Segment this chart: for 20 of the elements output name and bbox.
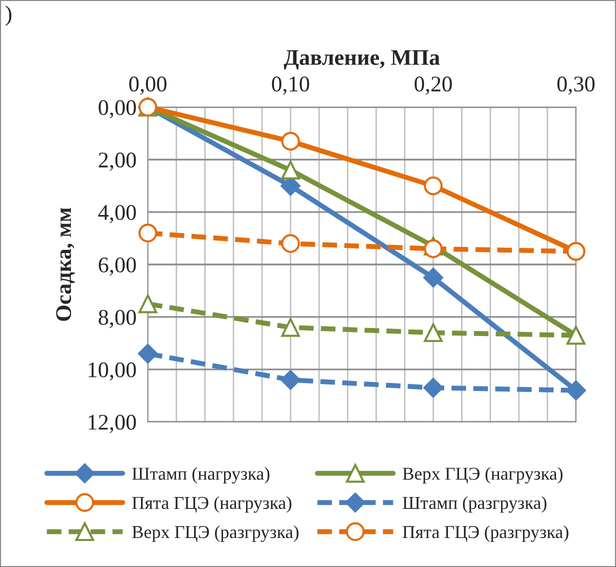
- x-tick-label: 0,10: [272, 76, 310, 95]
- x-tick-label: 0,00: [129, 76, 166, 95]
- x-tick-label: 0,20: [414, 76, 452, 95]
- text: ): [6, 6, 12, 26]
- x-tick-label: 0,30: [557, 76, 595, 95]
- y-axis-title: Осадка, мм: [56, 208, 75, 321]
- legend-label: Верх ГЦЭ (разгрузка): [132, 525, 298, 542]
- x-axis-title: Давление, МПа: [284, 50, 440, 70]
- legend-label: Штамп (нагрузка): [132, 467, 270, 484]
- legend-label: Пята ГЦЭ (разгрузка): [402, 525, 568, 542]
- legend-label: Штамп (разгрузка): [402, 496, 546, 513]
- y-tick-label: 10,00: [88, 362, 136, 381]
- legend-label: Верх ГЦЭ (нагрузка): [402, 467, 563, 484]
- y-tick-label: 12,00: [88, 414, 136, 433]
- y-tick-label: 8,00: [98, 310, 136, 328]
- y-tick-label: 6,00: [98, 257, 136, 276]
- y-tick-label: 4,00: [98, 204, 136, 224]
- y-tick-label: 2,00: [98, 152, 136, 171]
- y-tick-label: 0,00: [98, 100, 136, 118]
- legend-label: Пята ГЦЭ (нагрузка): [132, 496, 292, 513]
